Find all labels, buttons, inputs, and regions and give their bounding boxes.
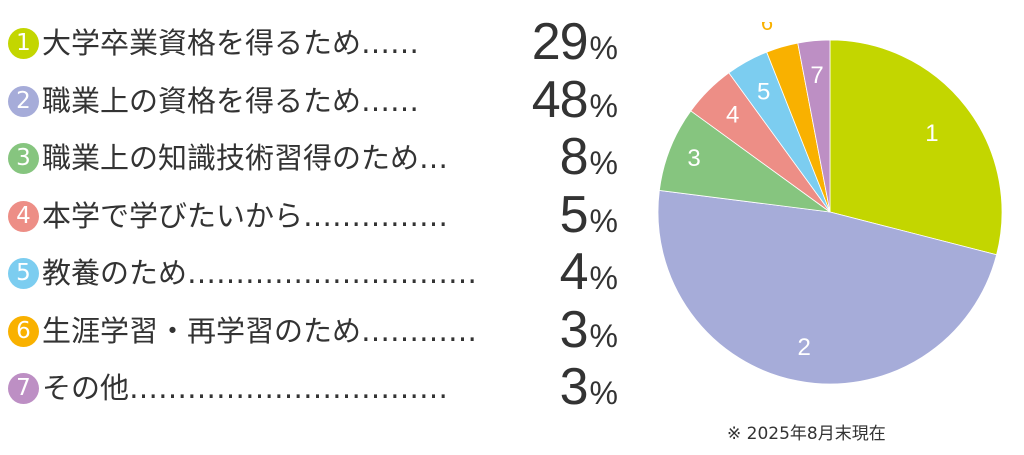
legend-number-badge: 5 xyxy=(8,258,39,289)
percentage-value: 8 xyxy=(559,128,589,186)
legend-percentage: 3% xyxy=(523,357,618,430)
percentage-unit: % xyxy=(589,375,618,411)
percentage-unit: % xyxy=(589,30,618,66)
legend: 1 大学卒業資格を得るため…… 29% 2 職業上の資格を得るため…… 48% 3 職業上の知… xyxy=(8,12,618,416)
slice-number-label: 2 xyxy=(798,334,811,361)
slice-number-label: 5 xyxy=(757,78,770,105)
legend-label: 大学卒業資格を得るため…… xyxy=(42,26,420,60)
legend-number-badge: 4 xyxy=(8,200,39,232)
percentage-unit: % xyxy=(589,260,618,296)
legend-number-badge: 1 xyxy=(8,28,39,59)
legend-number-badge: 7 xyxy=(8,373,39,404)
slice-number-label: 1 xyxy=(925,120,938,147)
pie-slice xyxy=(829,39,1003,256)
legend-percentage: 5% xyxy=(523,185,618,258)
legend-percentage: 48% xyxy=(523,70,618,143)
percentage-value: 5 xyxy=(559,185,589,244)
legend-number-badge: 6 xyxy=(8,315,39,347)
pie-chart: 1 2 345 6 7 xyxy=(657,22,1003,385)
percentage-unit: % xyxy=(589,145,618,181)
legend-item: 5 教養のため………………………… 4% xyxy=(8,242,618,301)
slice-number-label: 7 xyxy=(810,62,823,89)
percentage-value: 29 xyxy=(531,13,589,71)
percentage-value: 3 xyxy=(559,358,589,416)
percentage-unit: % xyxy=(589,87,618,124)
legend-number-badge: 2 xyxy=(8,85,39,117)
percentage-value: 4 xyxy=(559,243,589,301)
pie-slice xyxy=(797,39,831,213)
legend-label: その他…………………………… xyxy=(42,371,449,405)
legend-percentage: 4% xyxy=(523,242,618,315)
slice-number-label: 4 xyxy=(726,102,739,129)
legend-label: 生涯学習・再学習のため………… xyxy=(42,313,478,348)
legend-item: 3 職業上の知識技術習得のため… 8% xyxy=(8,127,618,186)
pie-slice xyxy=(657,189,998,385)
percentage-value: 3 xyxy=(559,300,589,359)
legend-label: 職業上の資格を得るため…… xyxy=(42,83,420,118)
legend-item: 6 生涯学習・再学習のため………… 3% xyxy=(8,300,618,359)
legend-item: 7 その他…………………………… 3% xyxy=(8,357,618,416)
slice-number-label: 3 xyxy=(687,145,700,172)
percentage-unit: % xyxy=(589,317,618,354)
legend-label: 職業上の知識技術習得のため… xyxy=(42,141,449,175)
percentage-value: 48 xyxy=(531,70,589,129)
slice-number-label: 6 xyxy=(761,22,773,35)
legend-label: 本学で学びたいから…………… xyxy=(42,198,449,233)
legend-percentage: 8% xyxy=(523,127,618,200)
percentage-unit: % xyxy=(589,202,618,239)
legend-percentage: 3% xyxy=(523,300,618,373)
legend-label: 教養のため………………………… xyxy=(42,256,478,290)
legend-item: 4 本学で学びたいから…………… 5% xyxy=(8,185,618,244)
legend-item: 1 大学卒業資格を得るため…… 29% xyxy=(8,12,618,71)
as-of-note: ※ 2025年8月末現在 xyxy=(727,424,886,444)
legend-percentage: 29% xyxy=(523,12,618,85)
legend-item: 2 職業上の資格を得るため…… 48% xyxy=(8,70,618,129)
legend-number-badge: 3 xyxy=(8,143,39,174)
